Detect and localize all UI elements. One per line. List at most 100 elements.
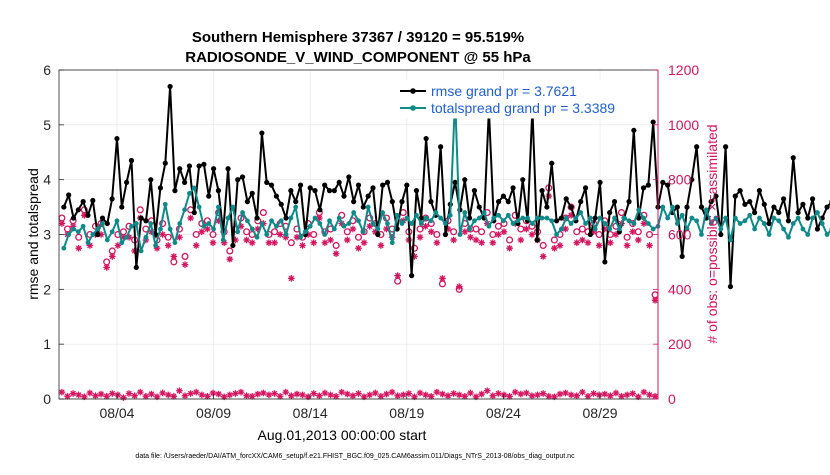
y-tick-label-right: 800 <box>668 172 692 188</box>
totalspread-point <box>743 218 748 223</box>
totalspread-point <box>264 232 269 237</box>
totalspread-point <box>805 232 810 237</box>
rmse-point <box>206 194 211 199</box>
totalspread-point <box>801 227 806 232</box>
rmse-point <box>747 199 752 204</box>
obs-assimilated-point <box>165 242 172 249</box>
totalspread-point <box>573 216 578 221</box>
rmse-point <box>539 188 544 193</box>
rmse-point <box>283 215 288 220</box>
rmse-point <box>71 215 76 220</box>
totalspread-point <box>192 185 197 190</box>
rmse-point <box>544 204 549 209</box>
totalspread-point <box>245 218 250 223</box>
totalspread-point <box>825 232 830 237</box>
rmse-point <box>366 194 371 199</box>
totalspread-point <box>293 205 298 210</box>
totalspread-point <box>593 227 598 232</box>
totalspread-point <box>308 224 313 229</box>
totalspread-point <box>202 224 207 229</box>
totalspread-point <box>279 218 284 223</box>
totalspread-point <box>472 218 477 223</box>
rmse-point <box>549 161 554 166</box>
legend: rmse grand pr = 3.7621 totalspread grand… <box>396 80 642 118</box>
obs-assimilated-point <box>59 220 66 227</box>
obs-assimilated-point <box>210 239 217 246</box>
rmse-point <box>472 188 477 193</box>
totalspread-point <box>424 216 429 221</box>
obs-assimilated-point <box>187 215 194 222</box>
totalspread-point <box>173 240 178 245</box>
totalspread-point <box>559 227 564 232</box>
totalspread-point <box>554 232 559 237</box>
totalspread-point <box>303 229 308 234</box>
totalspread-point <box>342 224 347 229</box>
rmse-point <box>114 136 119 141</box>
rmse-point <box>245 199 250 204</box>
obs-assimilated-point <box>109 253 116 260</box>
totalspread-point <box>153 243 158 248</box>
rmse-point <box>651 119 656 124</box>
totalspread-point <box>235 229 240 234</box>
totalspread-point <box>414 213 419 218</box>
totalspread-point <box>168 227 173 232</box>
rmse-point <box>593 215 598 220</box>
totalspread-point <box>549 218 554 223</box>
totalspread-point <box>511 221 516 226</box>
totalspread-point <box>337 216 342 221</box>
totalspread-point <box>636 207 641 212</box>
totalspread-point <box>767 232 772 237</box>
totalspread-point <box>723 216 728 221</box>
rmse-point <box>346 174 351 179</box>
totalspread-point <box>71 227 76 232</box>
rmse-point <box>148 177 153 182</box>
rmse-point <box>496 199 501 204</box>
rmse-point <box>380 183 385 188</box>
rmse-point <box>196 163 201 168</box>
totalspread-point <box>520 216 525 221</box>
totalspread-point <box>540 216 545 221</box>
totalspread-point <box>187 191 192 196</box>
legend-spread-marker <box>410 105 416 111</box>
totalspread-point <box>322 232 327 237</box>
totalspread-point <box>602 221 607 226</box>
rmse-point <box>612 199 617 204</box>
rmse-point <box>414 188 419 193</box>
totalspread-point <box>482 210 487 215</box>
rmse-point <box>119 204 124 209</box>
totalspread-point <box>617 227 622 232</box>
totalspread-point <box>491 216 496 221</box>
rmse-point <box>259 130 264 135</box>
totalspread-point <box>752 227 757 232</box>
rmse-point <box>810 196 815 201</box>
y-tick-label-left: 5 <box>43 117 51 133</box>
totalspread-point <box>148 221 153 226</box>
rmse-point <box>85 213 90 218</box>
totalspread-point <box>757 216 762 221</box>
totalspread-point <box>288 216 293 221</box>
rmse-point <box>163 161 168 166</box>
totalspread-point <box>134 221 139 226</box>
y-tick-label-right: 1000 <box>668 117 699 133</box>
obs-assimilated-point <box>607 239 614 246</box>
totalspread-point <box>728 238 733 243</box>
rmse-point <box>684 204 689 209</box>
totalspread-point <box>356 218 361 223</box>
totalspread-point <box>129 224 134 229</box>
x-tick-label: 08/29 <box>583 405 618 421</box>
rmse-point <box>738 188 743 193</box>
rmse-point <box>308 185 313 190</box>
rmse-point <box>230 243 235 248</box>
obs-assimilated-point <box>529 231 536 238</box>
data-file-footer: data file: /Users/raeder/DAI/ATM_forcXX/… <box>135 453 575 460</box>
totalspread-point <box>564 216 569 221</box>
rmse-point <box>298 183 303 188</box>
legend-rmse-marker <box>410 88 416 94</box>
totalspread-point <box>269 218 274 223</box>
totalspread-point <box>81 224 86 229</box>
rmse-point <box>771 204 776 209</box>
rmse-point <box>597 180 602 185</box>
rmse-point <box>728 284 733 289</box>
rmse-point <box>742 202 747 207</box>
rmse-point <box>824 204 829 209</box>
